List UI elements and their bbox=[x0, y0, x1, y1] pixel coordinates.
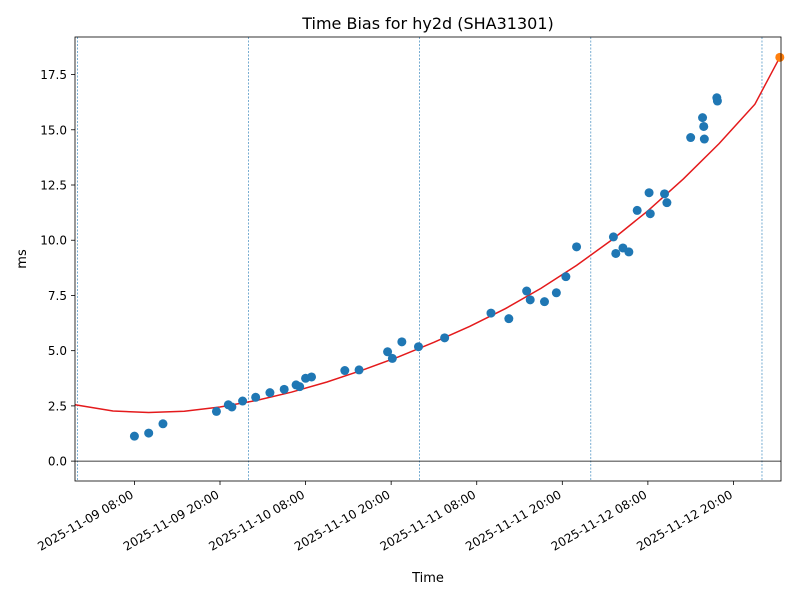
data-point bbox=[251, 392, 261, 402]
data-point bbox=[129, 431, 139, 441]
latest-point bbox=[775, 52, 785, 62]
data-point bbox=[265, 388, 275, 398]
data-point bbox=[227, 402, 237, 412]
x-axis-label: Time bbox=[411, 571, 444, 586]
chart-title: Time Bias for hy2d (SHA31301) bbox=[301, 14, 554, 33]
y-tick-label: 5.0 bbox=[48, 344, 67, 358]
x-tick-label: 2025-11-11 08:00 bbox=[378, 487, 479, 553]
data-point bbox=[354, 365, 364, 375]
data-point bbox=[307, 372, 317, 382]
data-point bbox=[486, 308, 496, 318]
fit-curve bbox=[74, 56, 781, 414]
y-axis-label: ms bbox=[15, 249, 30, 269]
x-tick-label: 2025-11-10 08:00 bbox=[206, 487, 307, 553]
data-point bbox=[624, 247, 634, 257]
data-point bbox=[660, 189, 670, 199]
y-tick-label: 17.5 bbox=[40, 68, 67, 82]
data-point bbox=[539, 297, 549, 307]
data-point bbox=[698, 113, 708, 123]
x-tick-label: 2025-11-10 20:00 bbox=[292, 487, 393, 553]
data-point bbox=[238, 396, 248, 406]
x-tick-label: 2025-11-12 08:00 bbox=[549, 487, 650, 553]
data-point bbox=[699, 121, 709, 131]
x-tick-label: 2025-11-09 08:00 bbox=[35, 487, 136, 553]
y-tick-label: 2.5 bbox=[48, 399, 67, 413]
data-point bbox=[144, 428, 154, 438]
data-point bbox=[504, 314, 514, 324]
data-point bbox=[644, 188, 654, 198]
data-point bbox=[632, 205, 642, 215]
data-point bbox=[686, 133, 696, 143]
data-point bbox=[295, 382, 305, 392]
data-point bbox=[279, 384, 289, 394]
data-point bbox=[572, 242, 582, 252]
data-point bbox=[662, 198, 672, 208]
data-point bbox=[522, 286, 532, 296]
data-point bbox=[158, 419, 168, 429]
data-point bbox=[383, 347, 393, 357]
data-point bbox=[440, 333, 450, 343]
x-tick-label: 2025-11-09 20:00 bbox=[121, 487, 222, 553]
data-point bbox=[211, 406, 221, 416]
data-point bbox=[712, 96, 722, 106]
data-point bbox=[525, 295, 535, 305]
data-point bbox=[413, 342, 423, 352]
vertical-day-lines bbox=[77, 37, 763, 481]
highlight-point bbox=[775, 52, 785, 62]
data-point bbox=[561, 272, 571, 282]
data-point bbox=[397, 337, 407, 347]
data-point bbox=[608, 232, 618, 242]
data-point bbox=[645, 209, 655, 219]
y-axis-ticks: 0.0 2.5 5.0 7.5 10.0 12.5 15.0 17.5 bbox=[40, 68, 75, 469]
y-tick-label: 10.0 bbox=[40, 234, 67, 248]
data-point bbox=[551, 288, 561, 298]
y-tick-label: 15.0 bbox=[40, 123, 67, 137]
data-point bbox=[340, 366, 350, 376]
data-points bbox=[129, 93, 722, 441]
plot-frame bbox=[74, 36, 782, 482]
data-point bbox=[611, 248, 621, 258]
y-tick-label: 7.5 bbox=[48, 289, 67, 303]
x-tick-label: 2025-11-11 20:00 bbox=[463, 487, 564, 553]
data-point bbox=[699, 134, 709, 144]
y-tick-label: 0.0 bbox=[48, 455, 67, 469]
data-point bbox=[387, 353, 397, 363]
y-tick-label: 12.5 bbox=[40, 179, 67, 193]
x-tick-label: 2025-11-12 20:00 bbox=[634, 487, 735, 553]
